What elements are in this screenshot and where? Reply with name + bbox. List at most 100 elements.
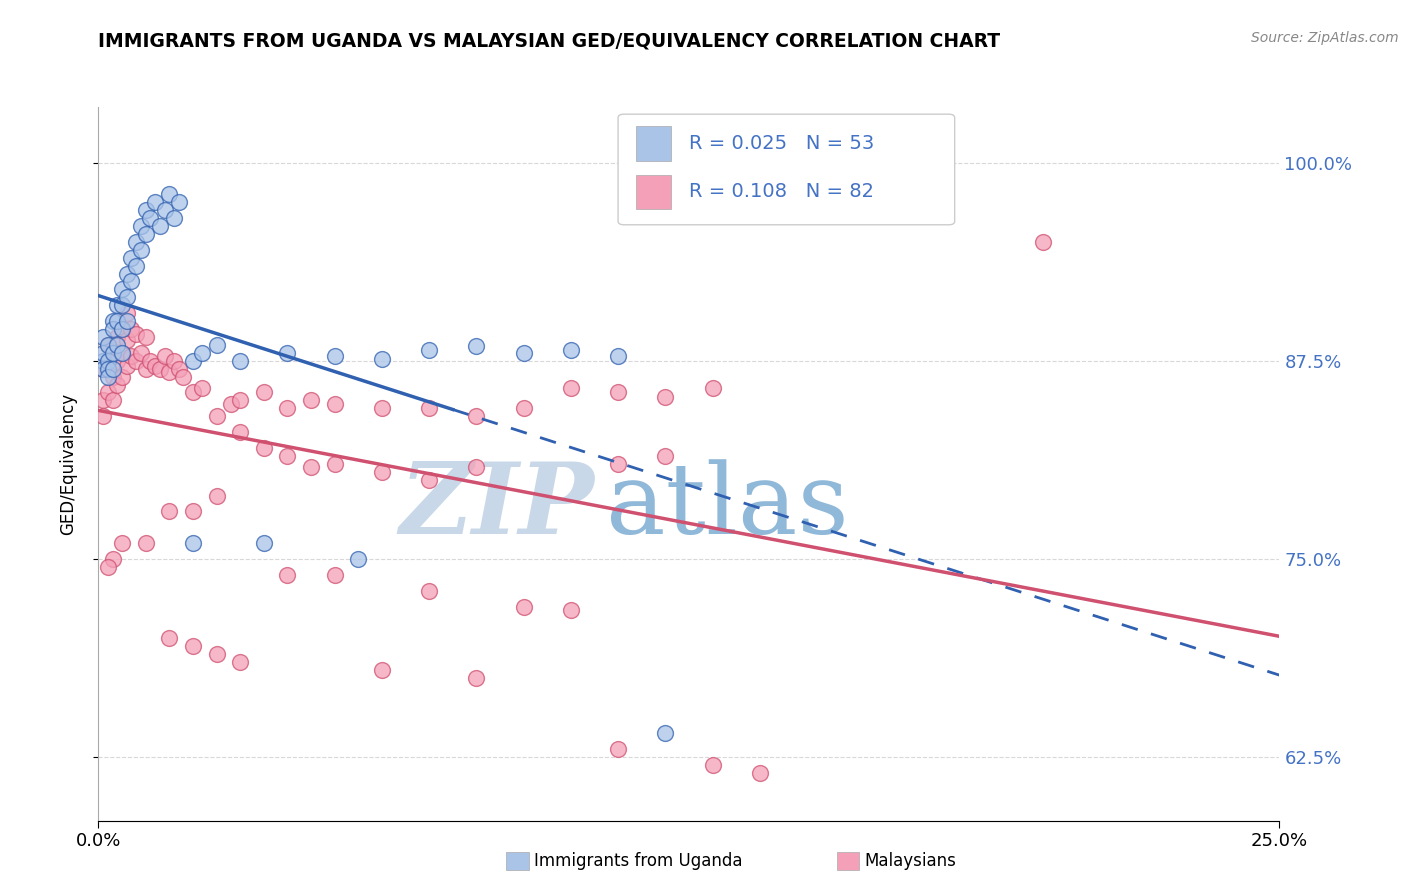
Text: IMMIGRANTS FROM UGANDA VS MALAYSIAN GED/EQUIVALENCY CORRELATION CHART: IMMIGRANTS FROM UGANDA VS MALAYSIAN GED/… <box>98 31 1001 50</box>
Point <box>91 346 114 360</box>
Point <box>172 369 194 384</box>
Point <box>323 396 346 410</box>
Point <box>181 536 204 550</box>
Point <box>125 326 148 341</box>
Point <box>149 361 172 376</box>
Point <box>157 187 180 202</box>
Point <box>135 536 157 550</box>
Point <box>125 353 148 368</box>
Point <box>560 381 582 395</box>
Point <box>1032 235 1054 249</box>
Point <box>181 353 204 368</box>
Point <box>91 409 114 424</box>
Point <box>91 353 114 368</box>
Point <box>418 401 440 416</box>
Point <box>111 346 134 360</box>
Point <box>139 353 162 368</box>
Point <box>465 671 488 685</box>
Point <box>607 349 630 363</box>
Point <box>347 552 370 566</box>
Point <box>205 409 228 424</box>
Point <box>607 385 630 400</box>
Text: ZIP: ZIP <box>399 458 595 555</box>
Point <box>101 393 124 408</box>
Text: R = 0.108   N = 82: R = 0.108 N = 82 <box>689 182 875 202</box>
Point <box>560 343 582 357</box>
Point <box>253 441 276 455</box>
Text: R = 0.025   N = 53: R = 0.025 N = 53 <box>689 134 875 153</box>
Point <box>91 361 114 376</box>
Point <box>135 227 157 241</box>
Point <box>135 203 157 218</box>
Point <box>163 353 186 368</box>
Point <box>97 338 120 352</box>
Point <box>219 396 242 410</box>
Point <box>276 449 298 463</box>
Point <box>97 369 120 384</box>
Point <box>654 449 676 463</box>
Point <box>105 330 128 344</box>
Point <box>512 346 534 360</box>
Point <box>149 219 172 233</box>
Point <box>276 346 298 360</box>
Point <box>253 536 276 550</box>
Point <box>125 259 148 273</box>
Point <box>111 322 134 336</box>
Point <box>105 298 128 312</box>
Point <box>129 243 152 257</box>
FancyBboxPatch shape <box>636 127 671 161</box>
Point <box>167 361 190 376</box>
Point <box>125 235 148 249</box>
Point <box>181 385 204 400</box>
Point <box>163 211 186 225</box>
Point <box>465 460 488 475</box>
Point <box>115 290 138 304</box>
Point <box>157 365 180 379</box>
Point <box>607 742 630 756</box>
Point <box>323 567 346 582</box>
Point <box>111 346 134 360</box>
Point <box>748 766 770 780</box>
Point <box>97 385 120 400</box>
Point <box>139 211 162 225</box>
Point <box>465 409 488 424</box>
Point <box>101 361 124 376</box>
Point <box>105 353 128 368</box>
Point <box>101 314 124 328</box>
Point <box>91 330 114 344</box>
Point <box>465 339 488 353</box>
Point <box>97 361 120 376</box>
Point <box>702 758 724 772</box>
Point <box>205 489 228 503</box>
Point <box>135 361 157 376</box>
Point <box>91 361 114 376</box>
Point <box>115 314 138 328</box>
Point <box>101 346 124 360</box>
Point <box>111 322 134 336</box>
Point <box>115 333 138 347</box>
Point <box>121 251 143 265</box>
Point <box>276 567 298 582</box>
Point <box>418 343 440 357</box>
Text: Source: ZipAtlas.com: Source: ZipAtlas.com <box>1251 31 1399 45</box>
Point <box>229 655 252 669</box>
Point <box>299 393 322 408</box>
Point <box>101 346 124 360</box>
Point <box>115 359 138 373</box>
Point <box>101 322 124 336</box>
Point <box>205 338 228 352</box>
Point <box>105 338 128 352</box>
Point <box>153 203 176 218</box>
Point <box>97 353 120 368</box>
Point <box>371 465 394 479</box>
Point <box>143 195 166 210</box>
Y-axis label: GED/Equivalency: GED/Equivalency <box>59 392 77 535</box>
Point <box>560 603 582 617</box>
Point <box>276 401 298 416</box>
Point <box>323 457 346 471</box>
Point <box>371 352 394 367</box>
Point <box>229 425 252 439</box>
Point <box>111 369 134 384</box>
Point <box>654 726 676 740</box>
Point <box>105 377 128 392</box>
